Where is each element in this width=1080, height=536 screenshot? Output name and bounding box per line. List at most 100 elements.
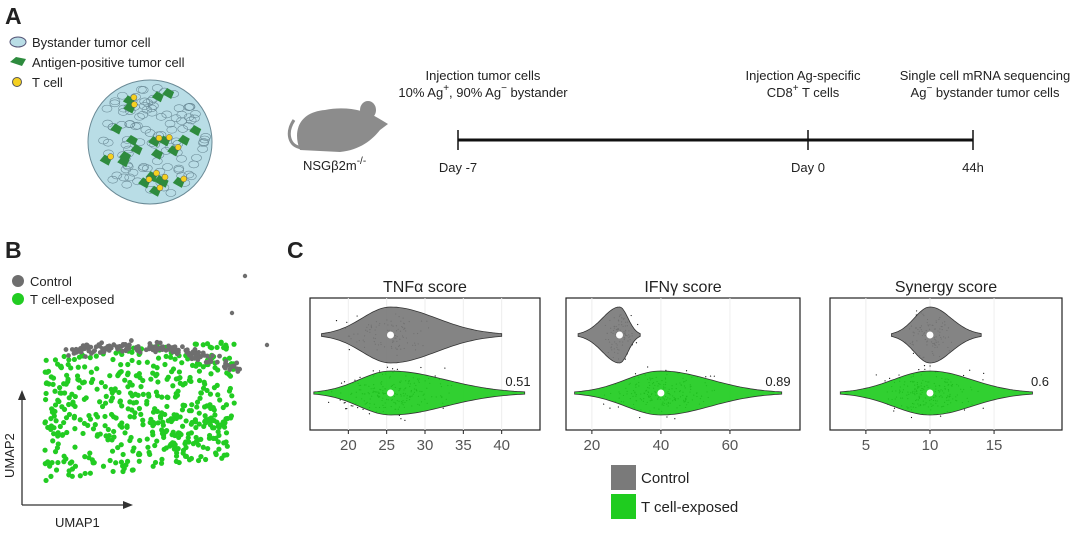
umap-point: [177, 375, 183, 381]
umap-point: [185, 435, 191, 441]
jitter-dot: [345, 408, 347, 410]
umap-point: [163, 445, 169, 451]
jitter-dot: [344, 401, 346, 404]
umap-point: [50, 438, 56, 444]
event-part: T cells: [799, 85, 840, 100]
umap-point: [157, 415, 164, 421]
cell: [183, 113, 195, 122]
umap-point: [161, 434, 167, 441]
umap-point: [159, 394, 165, 400]
cell: [176, 110, 188, 119]
umap-point: [82, 470, 88, 477]
umap-point: [229, 310, 235, 316]
superscript: −: [926, 83, 932, 94]
umap-point: [113, 460, 119, 466]
umap-point: [127, 414, 133, 420]
umap-point: [99, 403, 106, 410]
cell: [111, 171, 123, 180]
umap-point: [201, 423, 207, 430]
umap-point: [48, 426, 54, 432]
x-tick-label: 10: [922, 437, 939, 454]
umap-point: [61, 381, 67, 387]
umap-point: [172, 432, 178, 439]
umap-point: [48, 415, 54, 422]
legend-label: Control: [30, 274, 72, 289]
umap-point: [221, 421, 227, 427]
umap-point: [215, 392, 221, 398]
umap-point: [105, 426, 111, 433]
umap-point: [145, 444, 151, 450]
jitter-dot: [368, 413, 371, 415]
umap-point: [129, 349, 135, 355]
umap-point: [164, 394, 170, 400]
umap-point: [149, 344, 154, 350]
x-tick-label: 20: [584, 437, 601, 454]
cell: [124, 173, 136, 182]
x-tick-label: 40: [653, 437, 670, 454]
umap-point: [213, 451, 219, 458]
umap-point: [154, 438, 160, 444]
cell: [200, 133, 211, 141]
umap-point: [164, 403, 170, 410]
antigen-cell: [177, 134, 190, 146]
umap-point: [181, 402, 188, 409]
umap-point: [194, 399, 201, 405]
umap-point: [69, 459, 75, 465]
legend-swatch: [611, 465, 636, 490]
umap-point: [110, 356, 116, 363]
plot-title: Synergy score: [895, 279, 997, 296]
panel-label: A: [5, 3, 22, 29]
cell: [136, 85, 147, 94]
superscript: −: [501, 83, 507, 94]
umap-point: [91, 460, 97, 466]
umap-point: [207, 402, 213, 408]
jitter-dot: [685, 370, 688, 372]
umap-point: [207, 422, 214, 428]
x-tick-label: 20: [340, 437, 357, 454]
cell: [130, 122, 141, 131]
umap-point: [129, 407, 135, 413]
umap-point: [194, 404, 200, 410]
umap-point: [228, 415, 234, 421]
legend-swatch: [12, 275, 24, 287]
jitter-dot: [444, 367, 446, 369]
umap-point: [183, 418, 189, 424]
umap-point: [196, 377, 203, 384]
jitter-dot: [982, 407, 984, 409]
umap-point: [124, 345, 130, 351]
umap-point: [93, 353, 99, 359]
umap-point: [81, 420, 88, 427]
umap-point: [44, 369, 50, 375]
umap-point: [52, 449, 59, 455]
antigen-cell: [151, 91, 164, 103]
umap-point: [137, 437, 143, 444]
umap-point: [208, 359, 214, 365]
umap-point: [206, 435, 213, 441]
umap-point: [153, 373, 159, 379]
umap-point: [117, 399, 123, 405]
event-part: , 90% Ag: [449, 85, 501, 100]
umap-point: [183, 444, 189, 451]
umap-point: [66, 353, 71, 358]
umap-point: [146, 449, 152, 455]
umap-point: [64, 429, 70, 436]
umap-point: [206, 416, 212, 422]
umap-point: [97, 431, 103, 437]
umap-point: [103, 393, 109, 399]
umap-point: [173, 453, 180, 459]
umap-point: [93, 411, 99, 418]
t-cell: [130, 94, 138, 101]
umap-point: [136, 450, 142, 456]
umap-point: [86, 413, 92, 419]
violin: [574, 370, 783, 416]
jitter-dot: [356, 315, 358, 317]
umap-point: [52, 402, 59, 408]
umap-point: [179, 423, 186, 429]
umap-point: [204, 353, 210, 359]
umap-point: [196, 410, 202, 416]
umap-point: [172, 344, 178, 350]
umap-point: [87, 470, 93, 476]
umap-point: [45, 459, 51, 465]
umap-point: [223, 430, 230, 436]
umap-point: [217, 397, 223, 403]
